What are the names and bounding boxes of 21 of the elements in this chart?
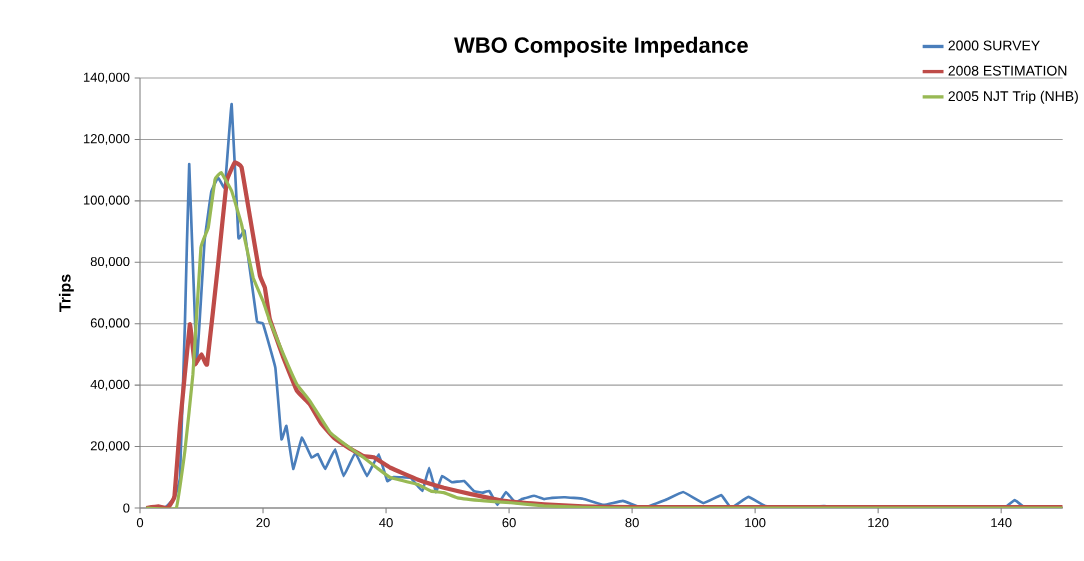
x-tick-label: 80 bbox=[625, 518, 639, 528]
legend-label: 2000 SURVEY bbox=[948, 40, 1040, 51]
x-tick-label: 100 bbox=[745, 518, 766, 528]
y-tick-label: 80,000 bbox=[90, 256, 130, 268]
y-tick-label: 140,000 bbox=[83, 72, 130, 84]
x-tick-label: 20 bbox=[256, 518, 270, 528]
y-tick-label: 120,000 bbox=[83, 134, 130, 145]
y-tick-label: 60,000 bbox=[90, 318, 130, 330]
legend-label: 2008 ESTIMATION bbox=[948, 65, 1067, 76]
x-tick-label: 40 bbox=[379, 518, 393, 528]
y-tick-label: 0 bbox=[123, 503, 130, 513]
y-tick-label: 100,000 bbox=[83, 195, 130, 207]
y-tick-label: 40,000 bbox=[90, 379, 130, 391]
x-tick-label: 140 bbox=[991, 518, 1012, 528]
chart-title: WBO Composite Impedance bbox=[454, 36, 748, 58]
y-axis-title: Trips bbox=[58, 274, 74, 312]
x-tick-label: 0 bbox=[136, 518, 144, 528]
x-tick-label: 120 bbox=[868, 518, 889, 528]
y-tick-label: 20,000 bbox=[90, 441, 130, 452]
x-tick-label: 60 bbox=[502, 518, 516, 528]
legend-label: 2005 NJT Trip (NHB) bbox=[948, 90, 1078, 104]
